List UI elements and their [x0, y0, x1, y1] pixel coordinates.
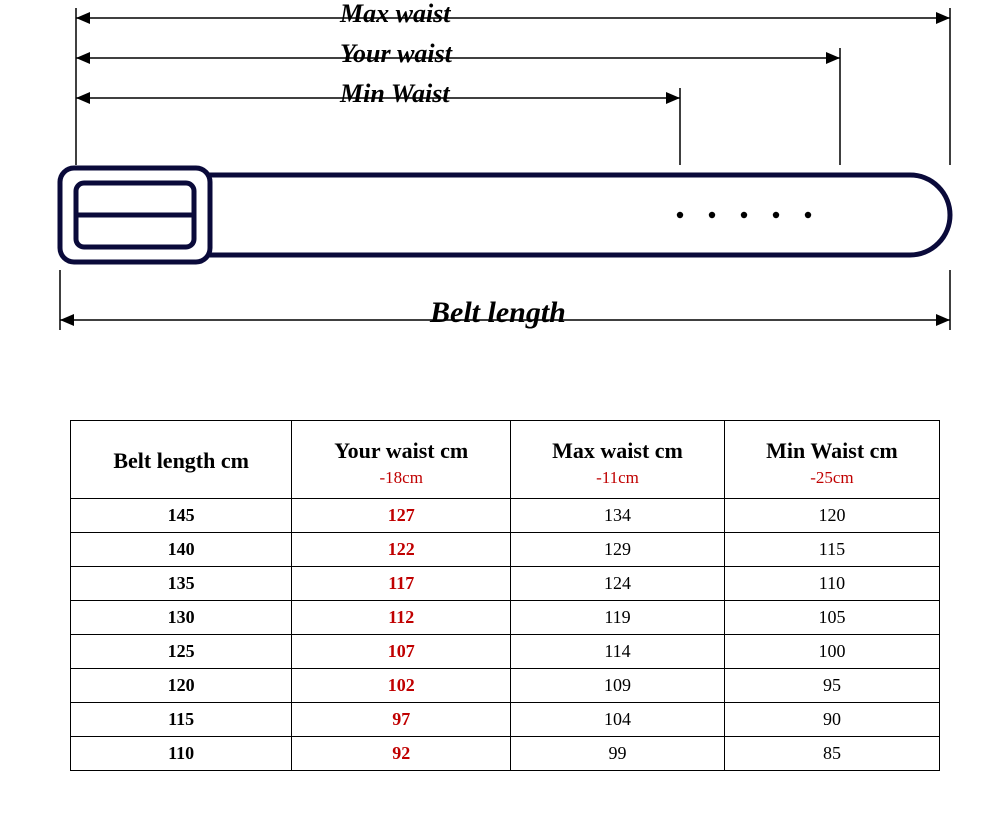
table-row: 140122129115 — [71, 533, 940, 567]
table-cell: 112 — [292, 601, 511, 635]
label-max-waist: Max waist — [340, 0, 451, 29]
table-cell: 115 — [71, 703, 292, 737]
col-sub: -11cm — [515, 468, 720, 488]
table-row: 130112119105 — [71, 601, 940, 635]
table-cell: 130 — [71, 601, 292, 635]
table-cell: 110 — [71, 737, 292, 771]
belt-diagram: Max waist Your waist Min Waist Belt leng… — [40, 0, 970, 360]
table-cell: 125 — [71, 635, 292, 669]
col-belt-length: Belt length cm — [71, 421, 292, 499]
table-cell: 140 — [71, 533, 292, 567]
table-cell: 135 — [71, 567, 292, 601]
table-cell: 92 — [292, 737, 511, 771]
table-cell: 100 — [724, 635, 939, 669]
page-root: Max waist Your waist Min Waist Belt leng… — [0, 0, 1006, 832]
table-cell: 97 — [292, 703, 511, 737]
col-title: Your waist cm — [334, 438, 468, 463]
table-row: 125107114100 — [71, 635, 940, 669]
label-min-waist: Min Waist — [340, 79, 450, 109]
col-sub: -18cm — [296, 468, 506, 488]
table-cell: 129 — [511, 533, 725, 567]
col-min-waist: Min Waist cm -25cm — [724, 421, 939, 499]
table-cell: 102 — [292, 669, 511, 703]
dim-your-waist — [76, 52, 840, 64]
table-cell: 109 — [511, 669, 725, 703]
size-table: Belt length cm Your waist cm -18cm Max w… — [70, 420, 940, 771]
table-cell: 95 — [724, 669, 939, 703]
table-row: 110929985 — [71, 737, 940, 771]
table-cell: 114 — [511, 635, 725, 669]
table-cell: 119 — [511, 601, 725, 635]
label-belt-length: Belt length — [430, 296, 566, 330]
table-row: 145127134120 — [71, 499, 940, 533]
table-cell: 145 — [71, 499, 292, 533]
table-cell: 122 — [292, 533, 511, 567]
dim-max-waist — [76, 12, 950, 24]
table-cell: 90 — [724, 703, 939, 737]
table-header-row: Belt length cm Your waist cm -18cm Max w… — [71, 421, 940, 499]
table-cell: 127 — [292, 499, 511, 533]
table-row: 12010210995 — [71, 669, 940, 703]
table-cell: 105 — [724, 601, 939, 635]
size-table-wrap: Belt length cm Your waist cm -18cm Max w… — [70, 420, 940, 771]
belt-shape — [60, 168, 950, 262]
col-title: Belt length cm — [113, 448, 249, 473]
table-cell: 110 — [724, 567, 939, 601]
col-title: Max waist cm — [552, 438, 683, 463]
col-sub: -25cm — [729, 468, 935, 488]
table-cell: 107 — [292, 635, 511, 669]
col-title: Min Waist cm — [766, 438, 898, 463]
table-cell: 104 — [511, 703, 725, 737]
table-cell: 120 — [71, 669, 292, 703]
col-max-waist: Max waist cm -11cm — [511, 421, 725, 499]
table-cell: 85 — [724, 737, 939, 771]
table-cell: 120 — [724, 499, 939, 533]
table-row: 135117124110 — [71, 567, 940, 601]
table-body: 1451271341201401221291151351171241101301… — [71, 499, 940, 771]
table-cell: 99 — [511, 737, 725, 771]
col-your-waist: Your waist cm -18cm — [292, 421, 511, 499]
table-cell: 124 — [511, 567, 725, 601]
table-cell: 134 — [511, 499, 725, 533]
label-your-waist: Your waist — [340, 39, 452, 69]
table-row: 1159710490 — [71, 703, 940, 737]
table-cell: 115 — [724, 533, 939, 567]
table-cell: 117 — [292, 567, 511, 601]
